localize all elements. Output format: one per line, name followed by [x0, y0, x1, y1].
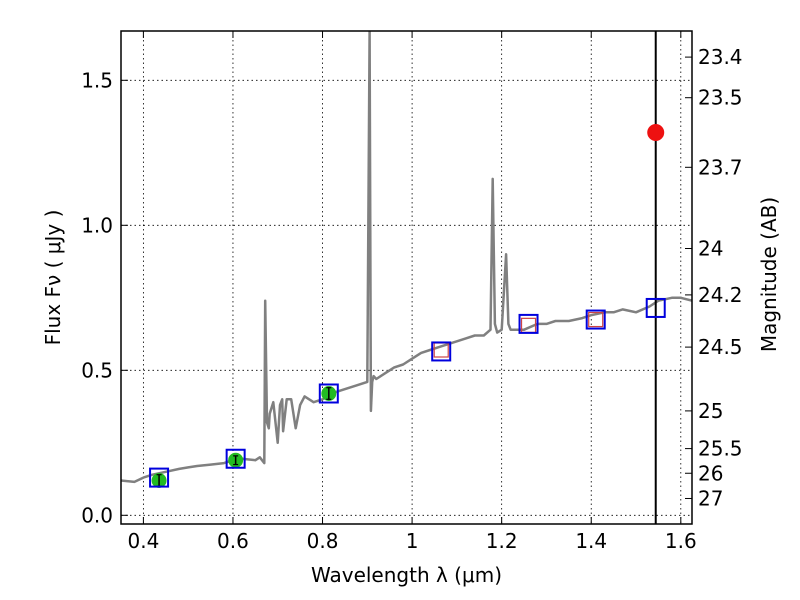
- axis-ticks: 0.4 0.6 0.8 1 1.2 1.4 1.6 0.0 0.5 1.0 1.5 23.4 23.5 2…: [81, 31, 743, 553]
- mag-tick-label: 23.7: [698, 155, 743, 179]
- model-point: [585, 309, 606, 330]
- model-point: [431, 341, 452, 362]
- mag-tick-label: 24.5: [698, 335, 743, 359]
- model-point: [645, 297, 666, 318]
- mag-tick-label: 25.5: [698, 437, 743, 461]
- grid: [121, 31, 692, 524]
- model-point: [149, 467, 170, 488]
- red-point: [647, 124, 665, 141]
- x-tick-label: 0.8: [307, 529, 339, 553]
- x-tick-label: 1.4: [575, 529, 607, 553]
- y-tick-label: 0.0: [81, 503, 113, 527]
- mag-tick-label: 26: [698, 461, 723, 485]
- plot-frame: [120, 30, 693, 525]
- mag-tick-label: 24.2: [698, 283, 743, 307]
- y-tick-label: 1.0: [81, 213, 113, 237]
- x-tick-label: 1: [406, 529, 419, 553]
- x-tick-label: 1.2: [486, 529, 518, 553]
- y-tick-label: 1.5: [81, 68, 113, 92]
- model-point: [225, 448, 246, 469]
- plot-data: [121, 31, 692, 524]
- mag-tick-label: 23.5: [698, 86, 743, 110]
- model-point: [518, 313, 539, 334]
- spectrum-line: [121, 31, 692, 484]
- mag-tick-label: 27: [698, 486, 723, 510]
- x-tick-label: 1.6: [665, 529, 697, 553]
- y-axis-label: Flux Fν ( μJy ): [41, 210, 65, 346]
- mag-tick-label: 25: [698, 399, 723, 423]
- model-point: [318, 383, 339, 404]
- clipped-data: [121, 31, 692, 524]
- x-axis-label: Wavelength λ (μm): [311, 563, 502, 587]
- y2-axis-label: Magnitude (AB): [757, 197, 781, 352]
- y-tick-label: 0.5: [81, 358, 113, 382]
- x-tick-label: 0.4: [127, 529, 159, 553]
- mag-tick-label: 23.4: [698, 45, 743, 69]
- x-tick-label: 0.6: [217, 529, 249, 553]
- mag-tick-label: 24: [698, 237, 723, 261]
- upper-limit-marker: [588, 311, 604, 328]
